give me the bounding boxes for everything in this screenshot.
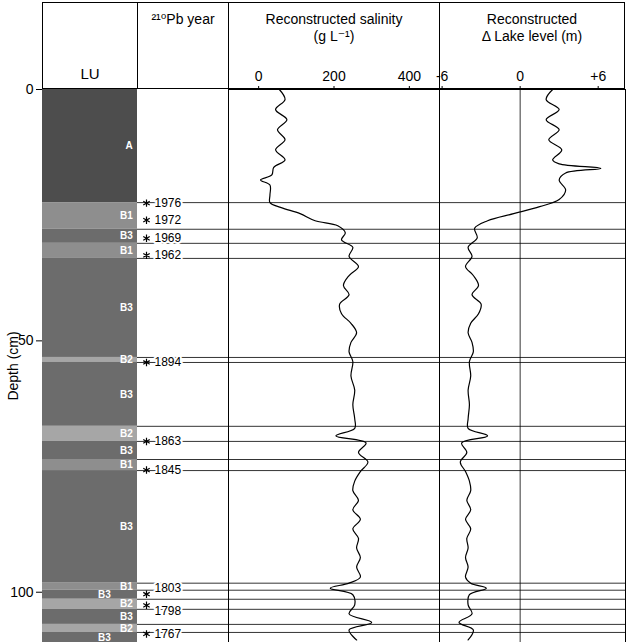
- svg-text:B3: B3: [120, 302, 133, 313]
- svg-text:1845: 1845: [155, 463, 182, 477]
- svg-text:B1: B1: [120, 245, 133, 256]
- svg-text:B3: B3: [120, 389, 133, 400]
- svg-text:1969: 1969: [155, 231, 182, 245]
- svg-text:A: A: [126, 140, 133, 151]
- svg-text:100: 100: [10, 584, 34, 600]
- svg-text:B3: B3: [98, 589, 111, 600]
- svg-text:1962: 1962: [155, 248, 182, 262]
- svg-text:B3: B3: [120, 445, 133, 456]
- svg-text:B1: B1: [120, 581, 133, 592]
- svg-text:Depth (cm): Depth (cm): [5, 331, 21, 400]
- svg-text:1863: 1863: [155, 434, 182, 448]
- svg-text:1798: 1798: [155, 604, 182, 618]
- svg-text:1976: 1976: [155, 196, 182, 210]
- svg-text:1972: 1972: [155, 213, 182, 227]
- svg-text:400: 400: [398, 68, 422, 84]
- svg-text:B3: B3: [120, 230, 133, 241]
- svg-text:1767: 1767: [155, 627, 182, 641]
- svg-text:B2: B2: [120, 623, 133, 634]
- html-text:Reconstructed: Reconstructed: [486, 11, 578, 27]
- svg-text:B3: B3: [98, 632, 111, 642]
- svg-text:0: 0: [26, 81, 34, 97]
- svg-text:B3: B3: [120, 521, 133, 532]
- svg-text:B2: B2: [120, 598, 133, 609]
- svg-text:1894: 1894: [155, 355, 182, 369]
- svg-text:B2: B2: [120, 354, 133, 365]
- svg-text:B1: B1: [120, 459, 133, 470]
- svg-text:+6: +6: [590, 68, 606, 84]
- svg-text:0: 0: [516, 68, 524, 84]
- svg-text:200: 200: [322, 68, 346, 84]
- svg-text:B3: B3: [120, 611, 133, 622]
- html-text:²¹⁰Pb year: ²¹⁰Pb year: [151, 11, 215, 27]
- html-text:Reconstructed salinity: Reconstructed salinity: [265, 11, 403, 27]
- svg-text:1803: 1803: [155, 581, 182, 595]
- html-text:(g L⁻¹): (g L⁻¹): [313, 28, 355, 44]
- svg-text:0: 0: [255, 68, 263, 84]
- svg-text:-6: -6: [436, 68, 449, 84]
- svg-text:50: 50: [17, 332, 34, 349]
- html-text:LU: LU: [80, 65, 100, 82]
- html-text:Δ Lake level (m): Δ Lake level (m): [481, 28, 583, 44]
- svg-text:B1: B1: [120, 210, 133, 221]
- svg-text:B2: B2: [120, 428, 133, 439]
